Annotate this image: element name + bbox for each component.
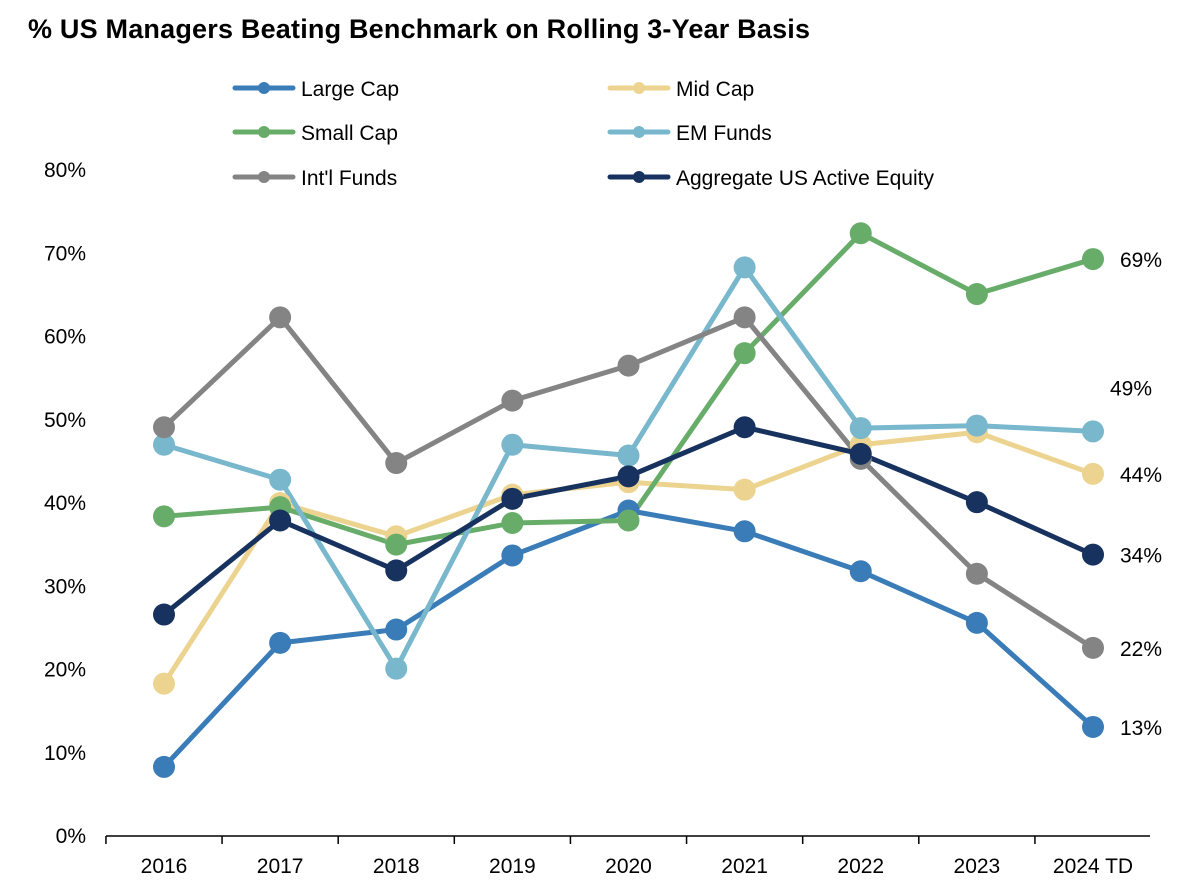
legend-swatch-marker	[633, 171, 645, 183]
series-line-small-cap	[161, 230, 1096, 548]
data-point-em-funds	[153, 433, 175, 456]
data-point-large-cap	[501, 544, 524, 567]
legend-label: Aggregate US Active Equity	[676, 167, 934, 190]
data-point-int-l-funds	[733, 306, 756, 329]
legend-swatch-marker	[258, 126, 270, 138]
y-tick-label: 0%	[56, 825, 86, 848]
x-tick-label: 2016	[141, 855, 188, 878]
data-point-aggregate-us-active-equity	[501, 487, 524, 510]
data-point-em-funds	[269, 468, 292, 491]
data-point-int-l-funds	[965, 562, 988, 585]
legend-label: Small Cap	[301, 122, 398, 145]
y-tick-label: 50%	[44, 409, 86, 432]
data-point-small-cap	[617, 509, 640, 532]
y-tick-label: 80%	[44, 159, 86, 182]
data-point-em-funds	[965, 414, 988, 437]
end-label-aggregate-us-active-equity: 34%	[1120, 545, 1162, 568]
x-tick-label: 2023	[954, 855, 1001, 878]
data-point-em-funds	[733, 256, 756, 279]
x-tick-label: 2018	[373, 855, 420, 878]
legend: Large Cap Mid Cap Small Cap EM Funds Int'l F…	[232, 78, 934, 190]
x-axis: 2016 2017 2018 2019 2020 2021 2022 2023 2024 TD	[105, 835, 1150, 878]
chart-title: % US Managers Beating Benchmark on Rolli…	[28, 14, 811, 44]
data-point-large-cap	[965, 611, 988, 634]
legend-swatch-marker	[258, 171, 270, 183]
data-point-large-cap	[269, 631, 292, 654]
data-point-aggregate-us-active-equity	[269, 509, 292, 532]
legend-label: EM Funds	[676, 122, 772, 145]
legend-item-large-cap: Large Cap	[232, 78, 399, 101]
end-label-int-l-funds: 22%	[1120, 638, 1162, 661]
data-point-small-cap	[385, 533, 408, 556]
end-label-small-cap: 69%	[1120, 249, 1162, 272]
end-labels: 13% 44% 69% 49% 22% 34%	[1110, 249, 1162, 740]
data-point-small-cap	[849, 222, 872, 245]
legend-item-int-l-funds: Int'l Funds	[232, 167, 397, 190]
end-label-mid-cap: 44%	[1120, 464, 1162, 487]
data-point-aggregate-us-active-equity	[385, 559, 408, 582]
data-point-aggregate-us-active-equity	[617, 465, 640, 488]
x-tick-label: 2019	[489, 855, 536, 878]
legend-swatch-marker	[633, 82, 645, 94]
y-tick-label: 30%	[44, 575, 86, 598]
x-tick-label: 2017	[257, 855, 304, 878]
y-tick-label: 10%	[44, 742, 86, 765]
data-point-mid-cap	[733, 478, 756, 501]
data-point-aggregate-us-active-equity	[849, 442, 872, 465]
data-point-em-funds	[1082, 420, 1104, 443]
legend-label: Mid Cap	[676, 78, 754, 101]
x-tick-label: 2021	[721, 855, 768, 878]
data-point-int-l-funds	[385, 452, 408, 475]
x-tick-label: 2024 TD	[1053, 855, 1133, 878]
data-point-em-funds	[617, 444, 640, 467]
data-point-aggregate-us-active-equity	[153, 603, 175, 626]
legend-item-em-funds: EM Funds	[607, 122, 772, 145]
y-axis: 0% 10% 20% 30% 40% 50% 60% 70% 80%	[44, 159, 86, 848]
legend-item-mid-cap: Mid Cap	[607, 78, 754, 101]
legend-item-small-cap: Small Cap	[232, 122, 398, 145]
data-point-large-cap	[733, 520, 756, 543]
legend-item-aggregate-us-active-equity: Aggregate US Active Equity	[607, 167, 934, 190]
data-point-large-cap	[1082, 715, 1104, 738]
data-point-int-l-funds	[269, 306, 292, 329]
data-point-int-l-funds	[153, 416, 175, 439]
data-point-int-l-funds	[617, 354, 640, 377]
data-point-mid-cap	[1082, 462, 1104, 485]
data-point-int-l-funds	[501, 389, 524, 412]
legend-swatch-marker	[633, 126, 645, 138]
data-point-large-cap	[385, 618, 408, 641]
data-point-mid-cap	[153, 672, 175, 695]
data-point-em-funds	[385, 657, 408, 680]
data-point-int-l-funds	[1082, 636, 1104, 659]
y-tick-label: 40%	[44, 492, 86, 515]
data-point-aggregate-us-active-equity	[1082, 543, 1104, 566]
legend-swatch-marker	[258, 82, 270, 94]
x-tick-label: 2020	[605, 855, 652, 878]
data-point-aggregate-us-active-equity	[965, 491, 988, 514]
x-tick-label: 2022	[837, 855, 884, 878]
data-point-small-cap	[153, 505, 175, 528]
y-tick-label: 20%	[44, 659, 86, 682]
data-point-small-cap	[1082, 248, 1104, 271]
end-label-em-funds: 49%	[1110, 377, 1152, 400]
legend-label: Large Cap	[301, 78, 399, 101]
end-label-large-cap: 13%	[1120, 717, 1162, 740]
y-tick-label: 70%	[44, 242, 86, 265]
data-point-small-cap	[501, 511, 524, 534]
data-point-large-cap	[153, 755, 175, 778]
data-point-small-cap	[733, 342, 756, 365]
data-point-small-cap	[965, 283, 988, 306]
data-point-em-funds	[501, 433, 524, 456]
legend-label: Int'l Funds	[301, 167, 397, 190]
series-points	[153, 222, 1104, 778]
data-point-aggregate-us-active-equity	[733, 416, 756, 439]
y-tick-label: 60%	[44, 326, 86, 349]
data-point-large-cap	[849, 560, 872, 583]
data-point-em-funds	[849, 417, 872, 440]
